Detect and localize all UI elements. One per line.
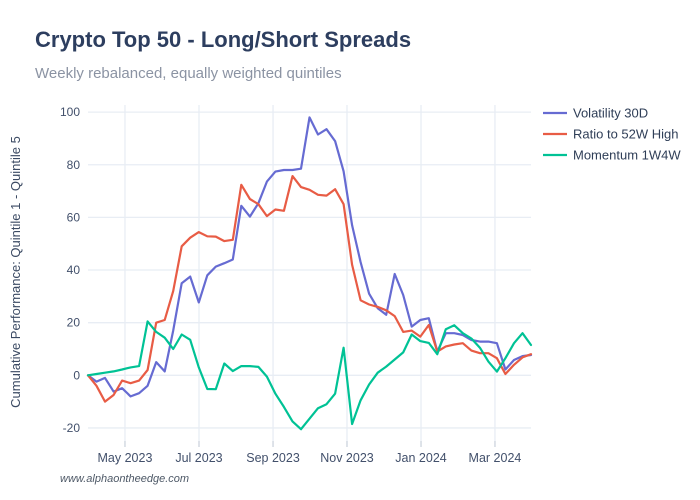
- y-tick-label: 100: [60, 105, 80, 119]
- series-lines-group: [86, 116, 533, 431]
- legend-label: Volatility 30D: [573, 106, 648, 121]
- plot-area[interactable]: [88, 105, 531, 441]
- legend-item-ratio-to-52w-high[interactable]: Ratio to 52W High: [543, 127, 679, 142]
- series-line-momentum-1w4w[interactable]: [86, 320, 533, 431]
- legend-group: Volatility 30D Ratio to 52W High Momentum …: [543, 106, 681, 163]
- y-tick-label: -20: [63, 421, 81, 435]
- tickmarks-group: [124, 441, 496, 447]
- x-tick-label: Jan 2024: [395, 451, 446, 465]
- y-tick-label: 40: [67, 263, 81, 277]
- x-tick-label: Jul 2023: [175, 451, 222, 465]
- x-tick-label: May 2023: [98, 451, 153, 465]
- series-line-ratio-to-52w-high[interactable]: [86, 175, 533, 403]
- legend-label: Ratio to 52W High: [573, 127, 679, 142]
- tick-labels-group: -20 0 20 40 60 80 100 May 2023 Jul 2023 Sep 2023 N…: [60, 105, 521, 465]
- chart-title: Crypto Top 50 - Long/Short Spreads: [35, 27, 411, 52]
- y-axis-title: Cumulative Performance: Quintile 1 - Qui…: [8, 136, 23, 408]
- y-tick-label: 60: [67, 210, 81, 224]
- x-tick-label: Nov 2023: [320, 451, 374, 465]
- x-tick-label: Mar 2024: [469, 451, 522, 465]
- gridlines-group: [88, 105, 531, 441]
- x-tick-label: Sep 2023: [246, 451, 300, 465]
- y-tick-label: 20: [67, 316, 81, 330]
- y-tick-label: 0: [73, 368, 80, 382]
- chart-subtitle: Weekly rebalanced, equally weighted quin…: [35, 65, 342, 82]
- y-tick-label: 80: [67, 158, 81, 172]
- legend-item-momentum-1w4w[interactable]: Momentum 1W4W: [543, 148, 681, 163]
- legend-item-volatility-30d[interactable]: Volatility 30D: [543, 106, 648, 121]
- series-line-volatility-30d[interactable]: [86, 116, 533, 398]
- watermark: www.alphaontheedge.com: [60, 473, 189, 485]
- legend-label: Momentum 1W4W: [573, 148, 681, 163]
